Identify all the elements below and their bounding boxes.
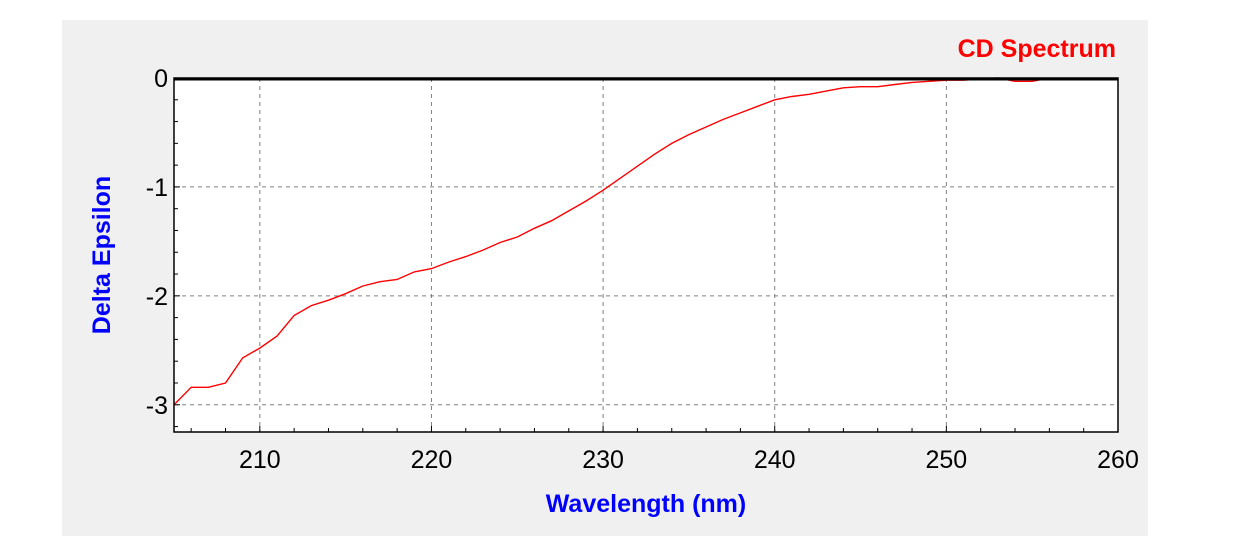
x-axis-title: Wavelength (nm) xyxy=(546,490,746,518)
y-tick-label--3: -3 xyxy=(146,392,168,420)
y-tick-labels: 0 -1 -2 -3 xyxy=(146,65,168,420)
x-tick-label-210: 210 xyxy=(239,446,281,474)
cd-spectrum-chart: 210 220 230 240 250 260 0 -1 -2 -3 CD Spectrum W… xyxy=(88,35,1139,518)
y-tick-label--2: -2 xyxy=(146,283,168,311)
grid-lines xyxy=(174,78,1118,432)
y-tick-label--1: -1 xyxy=(146,174,168,202)
y-axis-title: Delta Epsilon xyxy=(88,176,116,334)
y-tick-label-0: 0 xyxy=(154,65,168,93)
x-tick-label-240: 240 xyxy=(754,446,796,474)
x-tick-label-260: 260 xyxy=(1097,446,1139,474)
plot-area xyxy=(174,78,1118,432)
x-tick-label-250: 250 xyxy=(926,446,968,474)
cd-spectrum-line xyxy=(173,77,1050,406)
x-tick-label-230: 230 xyxy=(582,446,624,474)
chart-panel: 210 220 230 240 250 260 0 -1 -2 -3 CD Spectrum W… xyxy=(62,20,1148,536)
x-tick-labels: 210 220 230 240 250 260 xyxy=(239,446,1139,474)
x-tick-label-220: 220 xyxy=(411,446,453,474)
chart-title: CD Spectrum xyxy=(958,35,1116,63)
